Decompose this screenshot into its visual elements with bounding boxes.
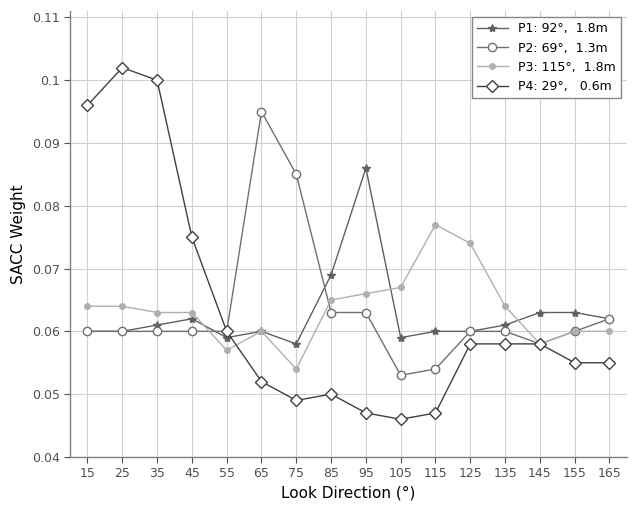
P2: 69°,  1.3m: (125, 0.06): 69°, 1.3m: (125, 0.06) <box>466 328 474 334</box>
P2: 69°,  1.3m: (25, 0.06): 69°, 1.3m: (25, 0.06) <box>119 328 126 334</box>
P2: 69°,  1.3m: (165, 0.062): 69°, 1.3m: (165, 0.062) <box>605 316 613 322</box>
P4: 29°,   0.6m: (115, 0.047): 29°, 0.6m: (115, 0.047) <box>432 410 440 416</box>
P2: 69°,  1.3m: (55, 0.06): 69°, 1.3m: (55, 0.06) <box>223 328 230 334</box>
P3: 115°,  1.8m: (145, 0.058): 115°, 1.8m: (145, 0.058) <box>536 341 544 347</box>
P4: 29°,   0.6m: (155, 0.055): 29°, 0.6m: (155, 0.055) <box>571 359 579 366</box>
P1: 92°,  1.8m: (145, 0.063): 92°, 1.8m: (145, 0.063) <box>536 309 544 315</box>
P3: 115°,  1.8m: (75, 0.054): 115°, 1.8m: (75, 0.054) <box>292 366 300 372</box>
P1: 92°,  1.8m: (45, 0.062): 92°, 1.8m: (45, 0.062) <box>188 316 196 322</box>
P2: 69°,  1.3m: (135, 0.06): 69°, 1.3m: (135, 0.06) <box>501 328 509 334</box>
P1: 92°,  1.8m: (135, 0.061): 92°, 1.8m: (135, 0.061) <box>501 322 509 328</box>
P3: 115°,  1.8m: (85, 0.065): 115°, 1.8m: (85, 0.065) <box>327 297 335 303</box>
P3: 115°,  1.8m: (65, 0.06): 115°, 1.8m: (65, 0.06) <box>258 328 265 334</box>
P4: 29°,   0.6m: (55, 0.06): 29°, 0.6m: (55, 0.06) <box>223 328 230 334</box>
P2: 69°,  1.3m: (45, 0.06): 69°, 1.3m: (45, 0.06) <box>188 328 196 334</box>
P3: 115°,  1.8m: (35, 0.063): 115°, 1.8m: (35, 0.063) <box>153 309 161 315</box>
P4: 29°,   0.6m: (125, 0.058): 29°, 0.6m: (125, 0.058) <box>466 341 474 347</box>
P2: 69°,  1.3m: (115, 0.054): 69°, 1.3m: (115, 0.054) <box>432 366 440 372</box>
P4: 29°,   0.6m: (105, 0.046): 29°, 0.6m: (105, 0.046) <box>397 416 404 422</box>
P4: 29°,   0.6m: (75, 0.049): 29°, 0.6m: (75, 0.049) <box>292 397 300 403</box>
P4: 29°,   0.6m: (85, 0.05): 29°, 0.6m: (85, 0.05) <box>327 391 335 397</box>
P2: 69°,  1.3m: (15, 0.06): 69°, 1.3m: (15, 0.06) <box>84 328 91 334</box>
Legend: P1: 92°,  1.8m, P2: 69°,  1.3m, P3: 115°,  1.8m, P4: 29°,   0.6m: P1: 92°, 1.8m, P2: 69°, 1.3m, P3: 115°, … <box>471 17 621 98</box>
Line: P3: 115°,  1.8m: P3: 115°, 1.8m <box>85 222 612 372</box>
P1: 92°,  1.8m: (165, 0.062): 92°, 1.8m: (165, 0.062) <box>605 316 613 322</box>
P3: 115°,  1.8m: (115, 0.077): 115°, 1.8m: (115, 0.077) <box>432 222 440 228</box>
P3: 115°,  1.8m: (105, 0.067): 115°, 1.8m: (105, 0.067) <box>397 284 404 290</box>
P2: 69°,  1.3m: (35, 0.06): 69°, 1.3m: (35, 0.06) <box>153 328 161 334</box>
P1: 92°,  1.8m: (125, 0.06): 92°, 1.8m: (125, 0.06) <box>466 328 474 334</box>
P4: 29°,   0.6m: (25, 0.102): 29°, 0.6m: (25, 0.102) <box>119 65 126 71</box>
P1: 92°,  1.8m: (15, 0.06): 92°, 1.8m: (15, 0.06) <box>84 328 91 334</box>
P1: 92°,  1.8m: (25, 0.06): 92°, 1.8m: (25, 0.06) <box>119 328 126 334</box>
P2: 69°,  1.3m: (155, 0.06): 69°, 1.3m: (155, 0.06) <box>571 328 579 334</box>
P1: 92°,  1.8m: (75, 0.058): 92°, 1.8m: (75, 0.058) <box>292 341 300 347</box>
P4: 29°,   0.6m: (145, 0.058): 29°, 0.6m: (145, 0.058) <box>536 341 544 347</box>
P1: 92°,  1.8m: (55, 0.059): 92°, 1.8m: (55, 0.059) <box>223 334 230 340</box>
P3: 115°,  1.8m: (95, 0.066): 115°, 1.8m: (95, 0.066) <box>362 291 369 297</box>
P1: 92°,  1.8m: (95, 0.086): 92°, 1.8m: (95, 0.086) <box>362 165 369 171</box>
P1: 92°,  1.8m: (35, 0.061): 92°, 1.8m: (35, 0.061) <box>153 322 161 328</box>
P1: 92°,  1.8m: (105, 0.059): 92°, 1.8m: (105, 0.059) <box>397 334 404 340</box>
P2: 69°,  1.3m: (95, 0.063): 69°, 1.3m: (95, 0.063) <box>362 309 369 315</box>
Line: P4: 29°,   0.6m: P4: 29°, 0.6m <box>84 63 614 423</box>
P3: 115°,  1.8m: (125, 0.074): 115°, 1.8m: (125, 0.074) <box>466 240 474 246</box>
P1: 92°,  1.8m: (85, 0.069): 92°, 1.8m: (85, 0.069) <box>327 272 335 278</box>
Y-axis label: SACC Weight: SACC Weight <box>11 184 26 284</box>
P3: 115°,  1.8m: (155, 0.06): 115°, 1.8m: (155, 0.06) <box>571 328 579 334</box>
P3: 115°,  1.8m: (135, 0.064): 115°, 1.8m: (135, 0.064) <box>501 303 509 309</box>
Line: P1: 92°,  1.8m: P1: 92°, 1.8m <box>84 164 614 348</box>
Line: P2: 69°,  1.3m: P2: 69°, 1.3m <box>84 108 614 379</box>
P3: 115°,  1.8m: (15, 0.064): 115°, 1.8m: (15, 0.064) <box>84 303 91 309</box>
P3: 115°,  1.8m: (25, 0.064): 115°, 1.8m: (25, 0.064) <box>119 303 126 309</box>
P1: 92°,  1.8m: (65, 0.06): 92°, 1.8m: (65, 0.06) <box>258 328 265 334</box>
P2: 69°,  1.3m: (85, 0.063): 69°, 1.3m: (85, 0.063) <box>327 309 335 315</box>
P2: 69°,  1.3m: (75, 0.085): 69°, 1.3m: (75, 0.085) <box>292 172 300 178</box>
P4: 29°,   0.6m: (65, 0.052): 29°, 0.6m: (65, 0.052) <box>258 378 265 385</box>
P1: 92°,  1.8m: (155, 0.063): 92°, 1.8m: (155, 0.063) <box>571 309 579 315</box>
P2: 69°,  1.3m: (65, 0.095): 69°, 1.3m: (65, 0.095) <box>258 109 265 115</box>
P4: 29°,   0.6m: (15, 0.096): 29°, 0.6m: (15, 0.096) <box>84 102 91 109</box>
P3: 115°,  1.8m: (165, 0.06): 115°, 1.8m: (165, 0.06) <box>605 328 613 334</box>
X-axis label: Look Direction (°): Look Direction (°) <box>281 486 416 501</box>
P2: 69°,  1.3m: (145, 0.058): 69°, 1.3m: (145, 0.058) <box>536 341 544 347</box>
P2: 69°,  1.3m: (105, 0.053): 69°, 1.3m: (105, 0.053) <box>397 372 404 378</box>
P4: 29°,   0.6m: (35, 0.1): 29°, 0.6m: (35, 0.1) <box>153 77 161 83</box>
P4: 29°,   0.6m: (165, 0.055): 29°, 0.6m: (165, 0.055) <box>605 359 613 366</box>
P3: 115°,  1.8m: (45, 0.063): 115°, 1.8m: (45, 0.063) <box>188 309 196 315</box>
P4: 29°,   0.6m: (45, 0.075): 29°, 0.6m: (45, 0.075) <box>188 234 196 240</box>
P4: 29°,   0.6m: (95, 0.047): 29°, 0.6m: (95, 0.047) <box>362 410 369 416</box>
P4: 29°,   0.6m: (135, 0.058): 29°, 0.6m: (135, 0.058) <box>501 341 509 347</box>
P3: 115°,  1.8m: (55, 0.057): 115°, 1.8m: (55, 0.057) <box>223 347 230 353</box>
P1: 92°,  1.8m: (115, 0.06): 92°, 1.8m: (115, 0.06) <box>432 328 440 334</box>
